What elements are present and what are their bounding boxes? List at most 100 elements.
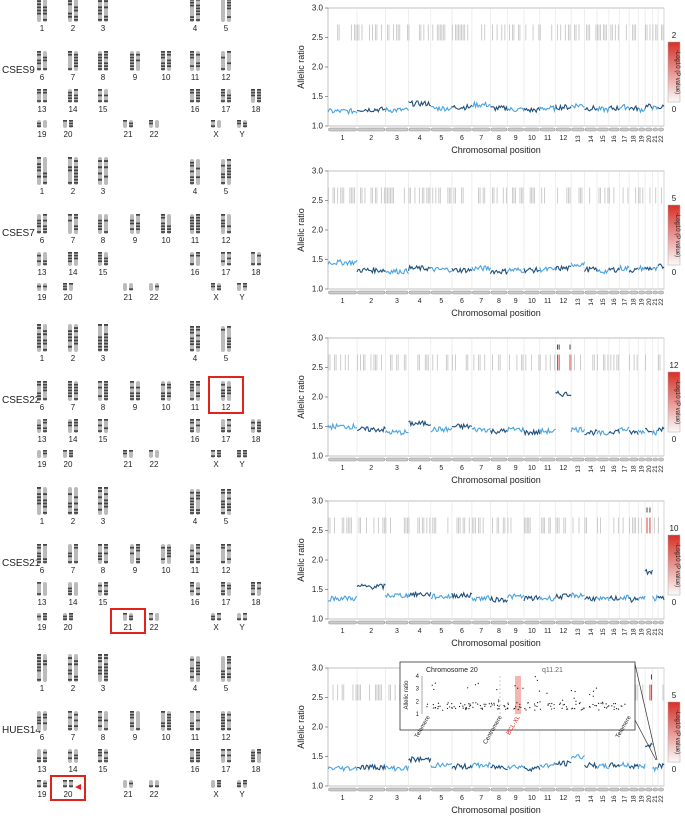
- karyotype-label: 11: [191, 566, 200, 575]
- chromosome-band: [196, 7, 200, 10]
- chromosome-band: [221, 392, 225, 395]
- heatmap-cell: [658, 354, 659, 371]
- chromosome-band: [104, 339, 108, 342]
- x-tick-label: 19: [639, 795, 646, 803]
- chromosome-band: [43, 12, 47, 15]
- chromosome-band: [68, 505, 72, 508]
- chromosome-band: [74, 175, 78, 178]
- chromosome: [196, 582, 200, 596]
- series-line: [584, 595, 598, 603]
- chromosome-band: [221, 584, 225, 587]
- ideogram-chrom: [584, 127, 597, 132]
- chromosome-band: [227, 173, 231, 176]
- chromosome-band: [104, 657, 108, 659]
- chromosome: [129, 283, 133, 291]
- heatmap-cell: [635, 684, 637, 701]
- chromosome-band: [37, 502, 41, 505]
- chromosome-band: [190, 263, 194, 265]
- series-line: [385, 764, 410, 773]
- chromosome-band: [196, 13, 200, 16]
- series-line: [628, 267, 639, 273]
- heatmap-cell: [418, 24, 420, 41]
- heatmap-cell: [508, 24, 510, 41]
- chromosome-band: [251, 91, 255, 94]
- chromosome-band: [98, 751, 102, 754]
- x-tick-label: 7: [479, 628, 483, 635]
- chromatid: [43, 711, 47, 731]
- chromosome-band: [190, 16, 194, 18]
- chromosome-band: [74, 757, 78, 760]
- heatmap-cell: [610, 354, 612, 371]
- chromosome: [190, 711, 194, 731]
- chromosome-band: [243, 283, 247, 285]
- series-line: [507, 266, 525, 273]
- x-tick-label: 12: [559, 628, 567, 635]
- ideogram-chrom: [452, 127, 472, 132]
- chromatid: [149, 283, 153, 291]
- chromosome-band: [227, 164, 231, 167]
- karyotype-label: 7: [71, 566, 76, 575]
- x-tick-label: 13: [575, 628, 582, 636]
- x-tick-label: 14: [588, 135, 595, 143]
- chromosome-band: [161, 56, 165, 59]
- chromosome-band: [190, 658, 194, 661]
- ideogram-chrom: [619, 290, 629, 295]
- chromosome-band: [196, 664, 200, 667]
- karyotype-label: 8: [101, 566, 106, 575]
- chromosome-band: [43, 613, 47, 615]
- inset-point: [493, 704, 495, 706]
- inset-point: [550, 705, 552, 707]
- heatmap-cell: [459, 24, 461, 41]
- ideogram-chrom: [408, 787, 431, 792]
- chromatid: [74, 487, 78, 515]
- chromosome: [43, 120, 47, 128]
- ideogram-chrom: [571, 127, 585, 132]
- chromosome-band: [69, 125, 73, 127]
- chromosome-band: [98, 62, 102, 65]
- heatmap-cell: [558, 344, 560, 350]
- heatmap-cell: [438, 24, 440, 41]
- chromosome-band: [43, 499, 47, 502]
- chromatid: [190, 711, 194, 731]
- chromosome-band: [221, 546, 225, 549]
- inset-point: [539, 701, 541, 703]
- chromosome-band: [104, 544, 108, 546]
- chromatid: [104, 157, 108, 185]
- chromosome: [129, 780, 133, 788]
- ideogram-chrom: [472, 457, 491, 462]
- ideogram-chrom: [431, 620, 452, 625]
- chromosome-band: [104, 654, 108, 656]
- chromosome: [196, 749, 200, 763]
- chromosome: [98, 711, 102, 731]
- chromosome: [123, 450, 127, 458]
- inset-point: [462, 705, 464, 707]
- series-line: [644, 103, 653, 110]
- sample-label: CSES21: [2, 558, 41, 569]
- series-line: [596, 268, 610, 275]
- ideogram-chrom: [629, 787, 639, 792]
- karyotype-label: 22: [150, 130, 159, 139]
- ideogram-chrom: [638, 620, 645, 625]
- heatmap-cell: [513, 187, 515, 204]
- chromosome-band: [68, 330, 72, 333]
- chromosome-band: [104, 386, 108, 389]
- chromosome-band: [161, 722, 165, 725]
- heatmap-cell: [438, 187, 440, 204]
- heatmap-cell: [534, 187, 535, 204]
- chromosome-band: [74, 330, 78, 333]
- heatmap-cell: [584, 517, 586, 534]
- x-tick-label: 22: [658, 135, 665, 143]
- chromosome-band: [221, 222, 225, 225]
- heatmap-cell: [617, 517, 619, 534]
- chromosome-band: [37, 427, 41, 430]
- inset-point: [562, 704, 564, 706]
- chromosome: [237, 450, 241, 458]
- x-tick-label: 20: [646, 795, 653, 803]
- chromosome: [43, 711, 47, 731]
- chromosome-band: [68, 219, 72, 222]
- inset-point: [580, 709, 582, 711]
- chromosome-band: [68, 100, 72, 102]
- inset-point: [433, 688, 435, 691]
- x-tick-label: 10: [528, 795, 536, 802]
- heatmap-cell: [385, 187, 387, 204]
